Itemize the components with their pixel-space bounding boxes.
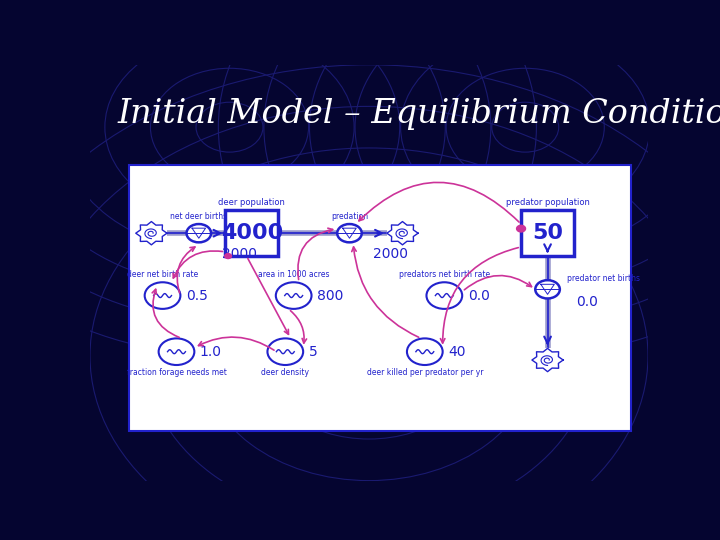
Text: Initial Model – Equilibrium Conditions: Initial Model – Equilibrium Conditions bbox=[118, 98, 720, 130]
Circle shape bbox=[158, 339, 194, 365]
Text: predator population: predator population bbox=[505, 198, 590, 207]
Text: 0.0: 0.0 bbox=[577, 295, 598, 309]
Circle shape bbox=[225, 254, 231, 259]
Text: predator net births: predator net births bbox=[567, 274, 639, 284]
Circle shape bbox=[267, 339, 303, 365]
Text: deer net birth rate: deer net birth rate bbox=[127, 271, 198, 279]
Polygon shape bbox=[136, 221, 167, 245]
FancyBboxPatch shape bbox=[225, 211, 279, 256]
Text: 4000: 4000 bbox=[221, 223, 283, 243]
Circle shape bbox=[276, 282, 312, 309]
Polygon shape bbox=[532, 348, 563, 372]
Circle shape bbox=[516, 225, 526, 232]
Circle shape bbox=[186, 224, 211, 242]
Text: 40: 40 bbox=[449, 345, 466, 359]
FancyBboxPatch shape bbox=[521, 211, 574, 256]
Text: 5: 5 bbox=[309, 345, 318, 359]
Circle shape bbox=[535, 280, 560, 299]
Text: 1.0: 1.0 bbox=[200, 345, 222, 359]
Text: area in 1000 acres: area in 1000 acres bbox=[258, 271, 330, 279]
Text: 800: 800 bbox=[317, 288, 343, 302]
Text: deer density: deer density bbox=[261, 368, 310, 377]
Text: 2000: 2000 bbox=[373, 247, 408, 261]
Text: fraction forage needs met: fraction forage needs met bbox=[127, 368, 226, 377]
Text: deer population: deer population bbox=[218, 198, 285, 207]
Circle shape bbox=[407, 339, 443, 365]
Circle shape bbox=[337, 224, 361, 242]
Text: deer killed per predator per yr: deer killed per predator per yr bbox=[366, 368, 483, 377]
Text: predators net birth rate: predators net birth rate bbox=[399, 271, 490, 279]
Text: 2000: 2000 bbox=[222, 247, 257, 261]
Circle shape bbox=[426, 282, 462, 309]
Text: predation: predation bbox=[331, 212, 368, 221]
Text: net deer births: net deer births bbox=[170, 212, 228, 221]
Polygon shape bbox=[387, 221, 418, 245]
Text: 0.5: 0.5 bbox=[186, 288, 208, 302]
Circle shape bbox=[145, 282, 181, 309]
FancyBboxPatch shape bbox=[129, 165, 631, 431]
Text: 0.0: 0.0 bbox=[468, 288, 490, 302]
Text: 50: 50 bbox=[532, 223, 563, 243]
